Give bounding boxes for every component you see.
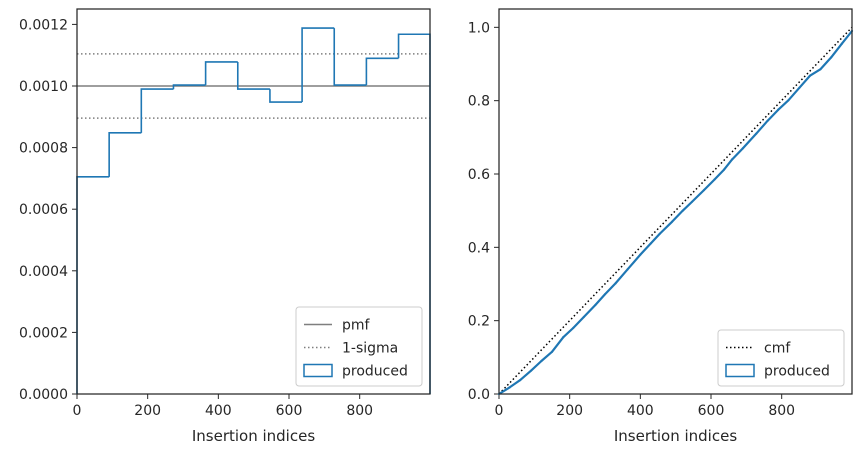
produced-segment [603,282,617,296]
produced-segment [540,350,554,363]
produced-segment [497,386,511,396]
legend-swatch-produced [725,363,755,378]
x-tick-label: 800 [346,403,373,419]
produced-segment [777,99,790,111]
produced-segment [798,74,812,89]
produced-segment [614,268,629,285]
produced-segment [787,86,801,102]
axes-frame [76,8,431,395]
x-tick-label: 600 [276,403,303,419]
x-tick-label: 0 [73,403,82,419]
histogram-bin [269,89,303,103]
produced-segment [649,232,661,245]
x-tick-label: 0 [495,403,504,419]
produced-segment [572,315,585,330]
produced-segment [658,220,674,235]
legend-box [295,306,423,387]
legend-label-cmf: cmf [764,341,791,357]
histogram-bin [204,61,238,86]
produced-segment [808,68,822,77]
produced-segment [840,29,854,45]
produced-segment [508,378,522,389]
histogram-bin [236,61,270,90]
y-tick-label: 0.0008 [19,141,68,157]
x-axis-label: Insertion indices [614,427,737,445]
y-tick-label: 0.0006 [19,202,68,218]
produced-segment [639,242,653,256]
legend-label-1-sigma: 1-sigma [342,341,398,357]
histogram-panel: 0 200 400 600 800 0.0000 0.0002 0.0004 0.0006 0.0… [19,8,431,445]
histogram-bin [108,132,142,177]
produced-segment [530,359,543,372]
histogram-bin [172,84,206,90]
produced-segment [755,119,769,135]
y-tick-label: 0.8 [468,94,490,110]
histogram-bin [333,28,367,86]
cmf-line [498,26,853,395]
x-tick-label: 400 [627,403,654,419]
legend: cmf produced [717,329,845,387]
x-tick-label: 400 [205,403,232,419]
histogram-bin [365,57,399,86]
y-tick-label: 0.0 [468,387,490,403]
produced-segment [819,56,833,71]
produced-segment [713,168,726,181]
y-tick-label: 0.4 [468,240,490,256]
x-tick-label: 200 [134,403,161,419]
cdf-panel: 0 200 400 600 800 0.0 0.2 0.4 0.6 0.8 1.0 Insertion… [468,8,854,445]
produced-segment [766,108,780,122]
legend: pmf 1-sigma produced [295,306,423,387]
y-tick-label: 0.0004 [19,264,68,280]
produced-segment [690,189,706,203]
y-tick-label: 0.0000 [19,387,68,403]
produced-segment [731,147,744,161]
produced-segment [671,209,684,223]
produced-segment [562,326,575,339]
produced-segment [519,369,533,382]
produced-segment [594,293,607,306]
x-axis-label: Insertion indices [192,427,315,445]
produced-segment [550,336,565,353]
produced-segment [722,158,734,171]
histogram-bin [301,27,335,103]
produced-segment [830,42,843,59]
y-tick-label: 0.0002 [19,325,68,341]
legend-label-produced: produced [764,364,830,380]
y-tick-label: 0.0010 [19,79,68,95]
x-tick-label: 800 [768,403,795,419]
legend-label-pmf: pmf [342,318,371,334]
produced-segment [741,132,758,150]
produced-segment [681,200,694,212]
histogram-bin [76,176,110,394]
legend-swatch-produced [303,363,333,378]
y-tick-label: 1.0 [468,20,490,36]
x-tick-label: 200 [556,403,583,419]
legend-label-produced: produced [342,364,408,380]
legend-box [717,329,845,387]
produced-segment [582,303,597,319]
x-tick-label: 600 [698,403,725,419]
histogram-bin [140,88,174,133]
y-tick-label: 0.0012 [19,17,68,33]
produced-segment [626,253,642,271]
y-tick-label: 0.2 [468,314,490,330]
axes-frame [498,8,853,395]
y-tick-label: 0.6 [468,167,490,183]
produced-segment [702,178,716,192]
